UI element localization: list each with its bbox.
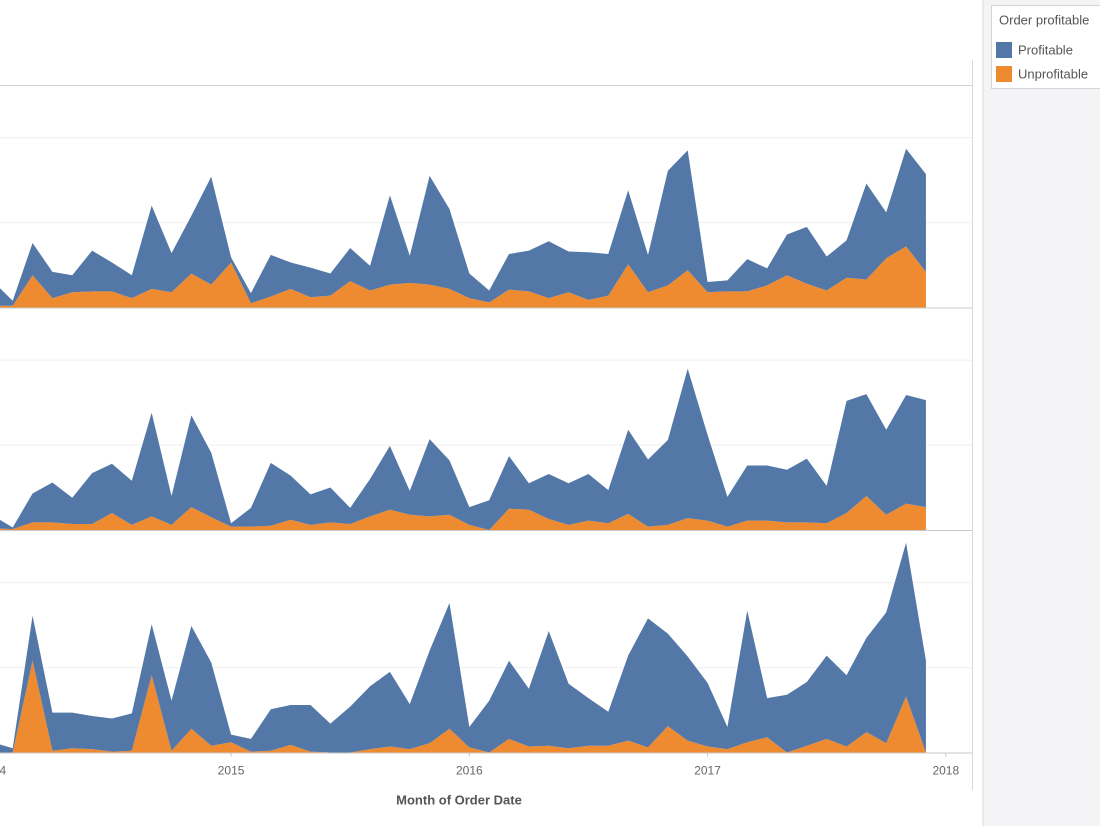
area	[0, 246, 926, 308]
x-tick-label: 2015	[218, 764, 245, 778]
x-tick-label: 2017	[694, 764, 721, 778]
x-axis-label: Month of Order Date	[396, 792, 522, 807]
legend-label: Profitable	[1018, 42, 1073, 57]
x-tick-label: 2018	[932, 764, 959, 778]
legend-swatch	[996, 42, 1012, 58]
area	[0, 148, 926, 306]
legend-label: Unprofitable	[1018, 66, 1088, 81]
area	[0, 542, 926, 753]
sidebar	[983, 0, 1100, 826]
legend-title: Order profitable	[999, 12, 1089, 27]
x-tick-label: 2016	[456, 764, 483, 778]
area	[0, 368, 926, 530]
area	[0, 660, 926, 753]
x-tick-label: 2014	[0, 764, 7, 778]
legend-swatch	[996, 66, 1012, 82]
area	[0, 496, 926, 530]
